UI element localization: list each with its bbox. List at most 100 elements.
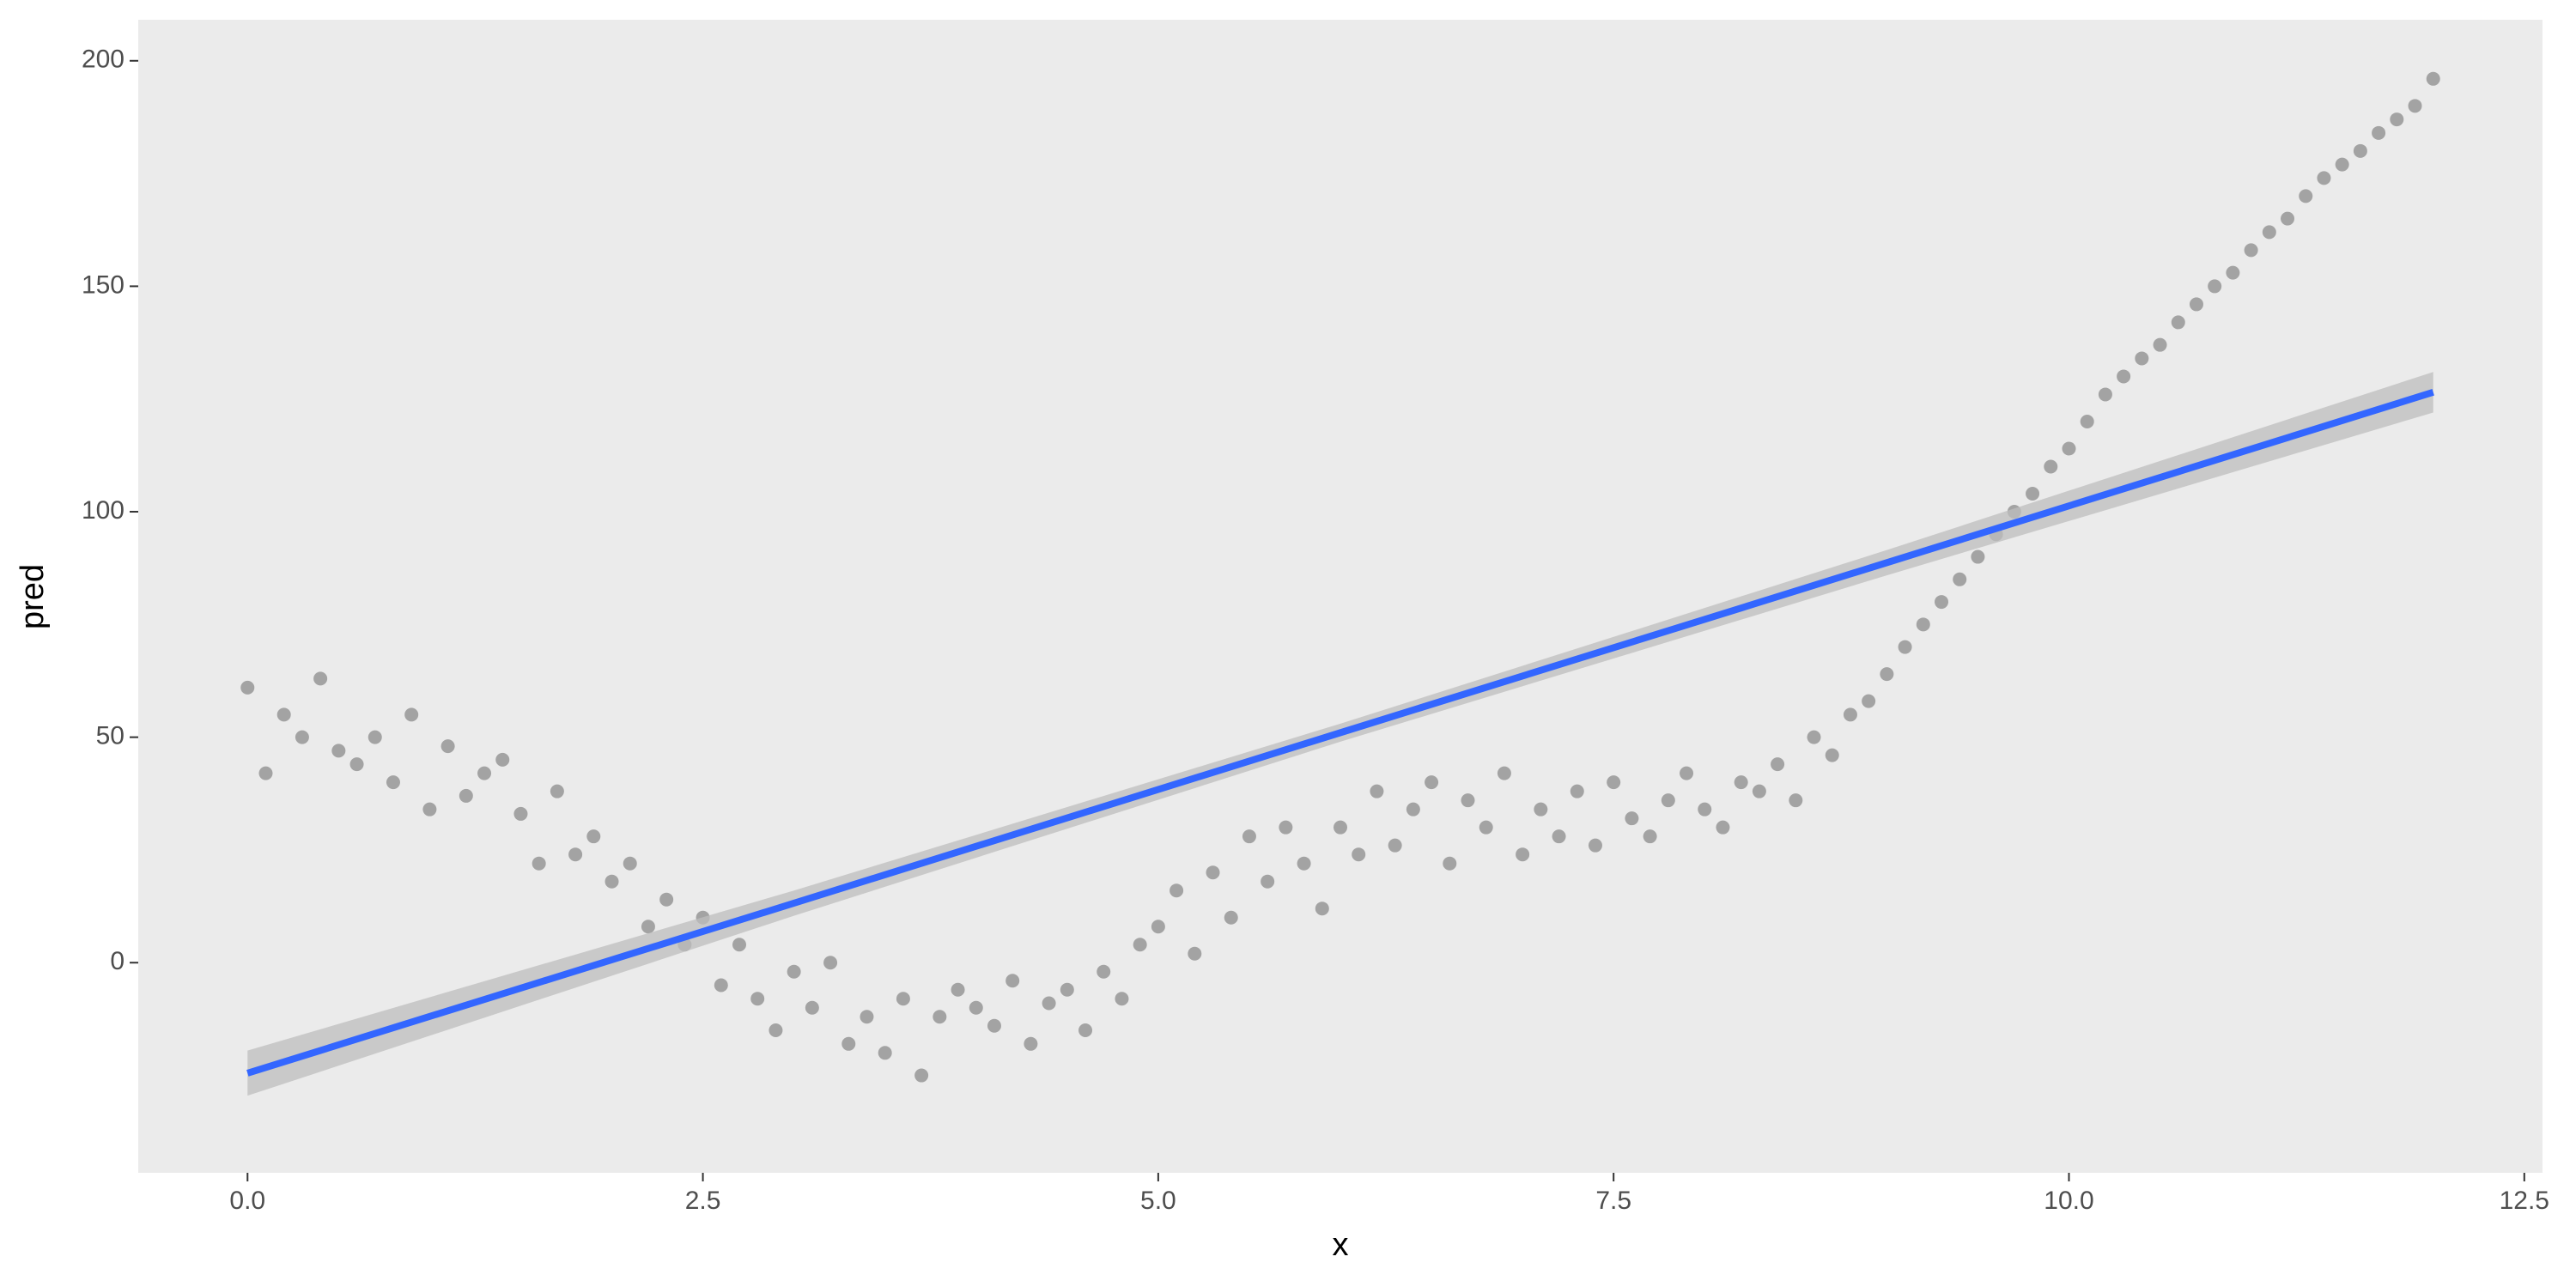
y-tick-label: 50 — [96, 722, 125, 750]
point — [2171, 315, 2185, 330]
y-tick-label: 100 — [82, 496, 125, 525]
x-tick-label: 0.0 — [229, 1187, 265, 1215]
point — [295, 730, 309, 744]
point — [1334, 820, 1347, 835]
point — [1224, 910, 1238, 925]
point — [2335, 157, 2349, 172]
point — [2208, 279, 2222, 294]
point — [1570, 784, 1584, 798]
point — [2062, 441, 2076, 456]
point — [2153, 337, 2167, 352]
point — [1206, 865, 1220, 880]
point — [2117, 369, 2131, 384]
point — [513, 806, 528, 821]
point — [1133, 938, 1147, 952]
point — [787, 964, 801, 979]
point — [878, 1046, 892, 1060]
point — [659, 892, 674, 907]
point — [1479, 820, 1493, 835]
point — [2299, 189, 2313, 203]
point — [2317, 171, 2331, 185]
point — [1242, 829, 1256, 844]
point — [2044, 459, 2058, 474]
point — [1388, 838, 1402, 853]
point — [1534, 802, 1548, 817]
point — [1607, 775, 1621, 790]
x-tick-label: 2.5 — [685, 1187, 721, 1215]
point — [1024, 1036, 1038, 1051]
point — [1115, 992, 1129, 1006]
point — [2189, 297, 2203, 312]
point — [969, 1000, 983, 1015]
point — [1078, 1023, 1093, 1038]
point — [258, 766, 273, 780]
point — [1680, 766, 1694, 780]
point — [276, 707, 291, 722]
point — [1042, 996, 1056, 1011]
point — [568, 847, 583, 862]
point — [987, 1018, 1001, 1033]
point — [823, 956, 838, 970]
point — [623, 856, 637, 871]
point — [2262, 225, 2276, 240]
point — [896, 992, 910, 1006]
point — [1789, 793, 1803, 808]
y-tick-label: 150 — [82, 270, 125, 299]
point — [1807, 730, 1821, 744]
y-tick-label: 0 — [110, 947, 125, 975]
point — [641, 920, 655, 934]
point — [477, 766, 492, 780]
point — [1443, 856, 1457, 871]
point — [805, 1000, 819, 1015]
point — [933, 1010, 947, 1024]
point — [1279, 820, 1293, 835]
point — [769, 1023, 783, 1038]
point — [1843, 707, 1857, 722]
point — [1370, 784, 1384, 798]
point — [1425, 775, 1439, 790]
point — [750, 992, 765, 1006]
y-axis-title: pred — [15, 564, 51, 629]
point — [1752, 784, 1766, 798]
point — [2026, 487, 2040, 501]
point — [1060, 982, 1074, 997]
point — [1005, 974, 1020, 988]
point — [1825, 748, 1839, 762]
point — [1261, 874, 1275, 889]
point — [459, 788, 473, 803]
point — [1643, 829, 1657, 844]
x-tick-label: 5.0 — [1140, 1187, 1176, 1215]
point — [1862, 694, 1876, 708]
point — [841, 1036, 856, 1051]
point — [1170, 883, 1184, 898]
point — [440, 739, 455, 754]
x-tick-label: 10.0 — [2044, 1187, 2093, 1215]
point — [2353, 143, 2367, 158]
point — [2135, 351, 2149, 366]
point — [313, 671, 328, 686]
point — [1916, 617, 1930, 632]
point — [2408, 99, 2422, 113]
point — [1516, 847, 1530, 862]
point — [860, 1010, 874, 1024]
point — [2244, 243, 2258, 258]
x-tick-label: 12.5 — [2500, 1187, 2549, 1215]
x-axis-title: x — [1333, 1227, 1349, 1263]
point — [368, 730, 382, 744]
point — [1352, 847, 1366, 862]
point — [404, 707, 419, 722]
point — [1588, 838, 1602, 853]
point — [331, 744, 346, 758]
point — [2281, 211, 2295, 226]
point — [1625, 811, 1639, 826]
point — [1698, 802, 1712, 817]
point — [2080, 414, 2094, 428]
point — [1971, 549, 1985, 564]
point — [240, 680, 255, 695]
point — [1661, 793, 1675, 808]
point — [1406, 802, 1420, 817]
point — [914, 1068, 929, 1083]
y-tick-label: 200 — [82, 46, 125, 74]
point — [732, 938, 746, 952]
point — [1716, 820, 1730, 835]
